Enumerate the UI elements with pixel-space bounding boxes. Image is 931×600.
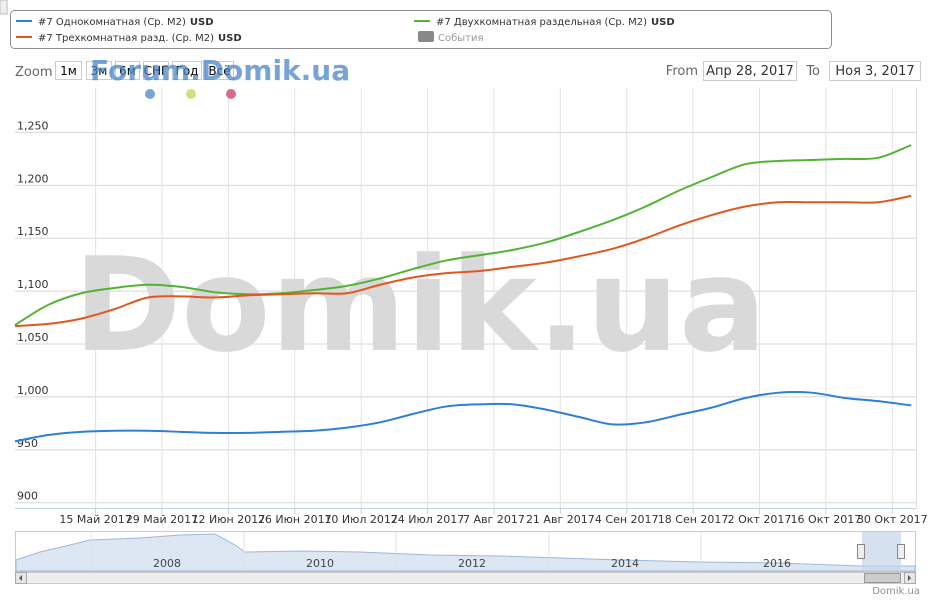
series-line	[14, 391, 912, 443]
x-tick-label: 18 Сен 2017	[658, 513, 729, 526]
zoom-button-label[interactable]: 3м	[91, 64, 108, 78]
y-tick-label: 1,200	[17, 172, 49, 185]
scrollbar[interactable]	[15, 572, 916, 584]
x-tick-label: 12 Июн 2017	[192, 513, 266, 526]
zoom-buttons: 1м 3м 6м СНГ Год Всё	[55, 61, 234, 80]
x-tick-label: 7 Авг 2017	[463, 513, 525, 526]
plot-area	[15, 88, 916, 508]
forum-watermark: Forum.Domik.ua	[90, 54, 350, 87]
legend-unit: USD	[651, 17, 675, 28]
y-tick-label: 1,100	[17, 278, 49, 291]
zoom-button[interactable]	[86, 61, 112, 80]
legend-unit: USD	[190, 17, 214, 28]
series-line	[14, 144, 912, 326]
from-value[interactable]: Апр 28, 2017	[706, 64, 794, 79]
navigator-label: 2014	[611, 557, 639, 570]
zoom-button-label[interactable]: Год	[176, 64, 199, 78]
y-tick-label: 1,000	[17, 384, 49, 397]
x-tick-label: 21 Авг 2017	[526, 513, 595, 526]
x-tick-label: 2 Окт 2017	[728, 513, 792, 526]
legend-name: #7 Двухкомнатная раздельная (Ср. M2)	[436, 17, 647, 28]
legend-label: #7 Однокомнатная (Ср. M2) USD	[38, 17, 214, 28]
zoom-button-label[interactable]: 6м	[119, 64, 136, 78]
x-tick-label: 29 Май 2017	[126, 513, 198, 526]
x-tick-label: 15 Май 2017	[59, 513, 131, 526]
navigator-label: 2010	[306, 557, 334, 570]
scroll-thumb[interactable]	[864, 573, 901, 583]
to-label: To	[805, 64, 820, 79]
x-tick-label: 24 Июл 2017	[391, 513, 465, 526]
zoom-button[interactable]	[143, 61, 169, 80]
zoom-button[interactable]	[115, 61, 140, 80]
zoom-button[interactable]	[205, 61, 234, 80]
navigator-label: 2012	[458, 557, 486, 570]
to-value[interactable]: Ноя 3, 2017	[835, 64, 914, 79]
to-input[interactable]	[829, 61, 921, 81]
legend-name: #7 Трехкомнатная разд. (Ср. M2)	[38, 33, 214, 44]
zoom-label: Zoom	[15, 65, 52, 80]
navigator-area	[15, 533, 916, 572]
credits: Domik.ua	[872, 586, 920, 597]
navigator-labels: 2008 2010 2012 2014 2016	[90, 532, 791, 571]
x-tick-label: 10 Июл 2017	[324, 513, 398, 526]
flag-dot[interactable]	[145, 89, 155, 99]
y-tick-label: 1,050	[17, 331, 49, 344]
x-tick-label: 26 Июн 2017	[258, 513, 332, 526]
y-tick-label: 1,150	[17, 225, 49, 238]
legend-box	[10, 10, 832, 49]
flag-dot[interactable]	[186, 89, 196, 99]
zoom-button-label[interactable]: 1м	[60, 64, 77, 78]
flag-dot[interactable]	[226, 89, 236, 99]
legend-swatch	[418, 31, 434, 42]
legend-label: #7 Двухкомнатная раздельная (Ср. M2) USD	[436, 17, 675, 28]
zoom-button[interactable]	[172, 61, 202, 80]
navigator-label: 2008	[153, 557, 181, 570]
y-tick-label: 900	[17, 490, 38, 503]
corner	[0, 0, 8, 15]
navigator-handle[interactable]	[897, 544, 905, 559]
x-tick-label: 4 Сен 2017	[595, 513, 659, 526]
zoom-button-label[interactable]: Всё	[208, 64, 230, 78]
legend-name: #7 Однокомнатная (Ср. M2)	[38, 17, 186, 28]
x-tick-label: 16 Окт 2017	[791, 513, 862, 526]
from-input[interactable]	[703, 61, 797, 81]
series-line	[14, 194, 912, 328]
legend-label: #7 Трехкомнатная разд. (Ср. M2) USD	[38, 33, 242, 44]
navigator-mask[interactable]	[862, 532, 901, 571]
y-tick-label: 1,250	[17, 119, 49, 132]
watermark: Domik.ua	[73, 229, 766, 381]
navigator-handle[interactable]	[857, 544, 865, 559]
navigator-label: 2016	[763, 557, 791, 570]
legend-label: События	[438, 33, 484, 44]
from-label: From	[666, 64, 698, 79]
zoom-button[interactable]	[55, 61, 82, 80]
x-tick-label: 30 Окт 2017	[857, 513, 928, 526]
zoom-button-label[interactable]: СНГ	[144, 64, 169, 78]
legend-unit: USD	[218, 33, 242, 44]
